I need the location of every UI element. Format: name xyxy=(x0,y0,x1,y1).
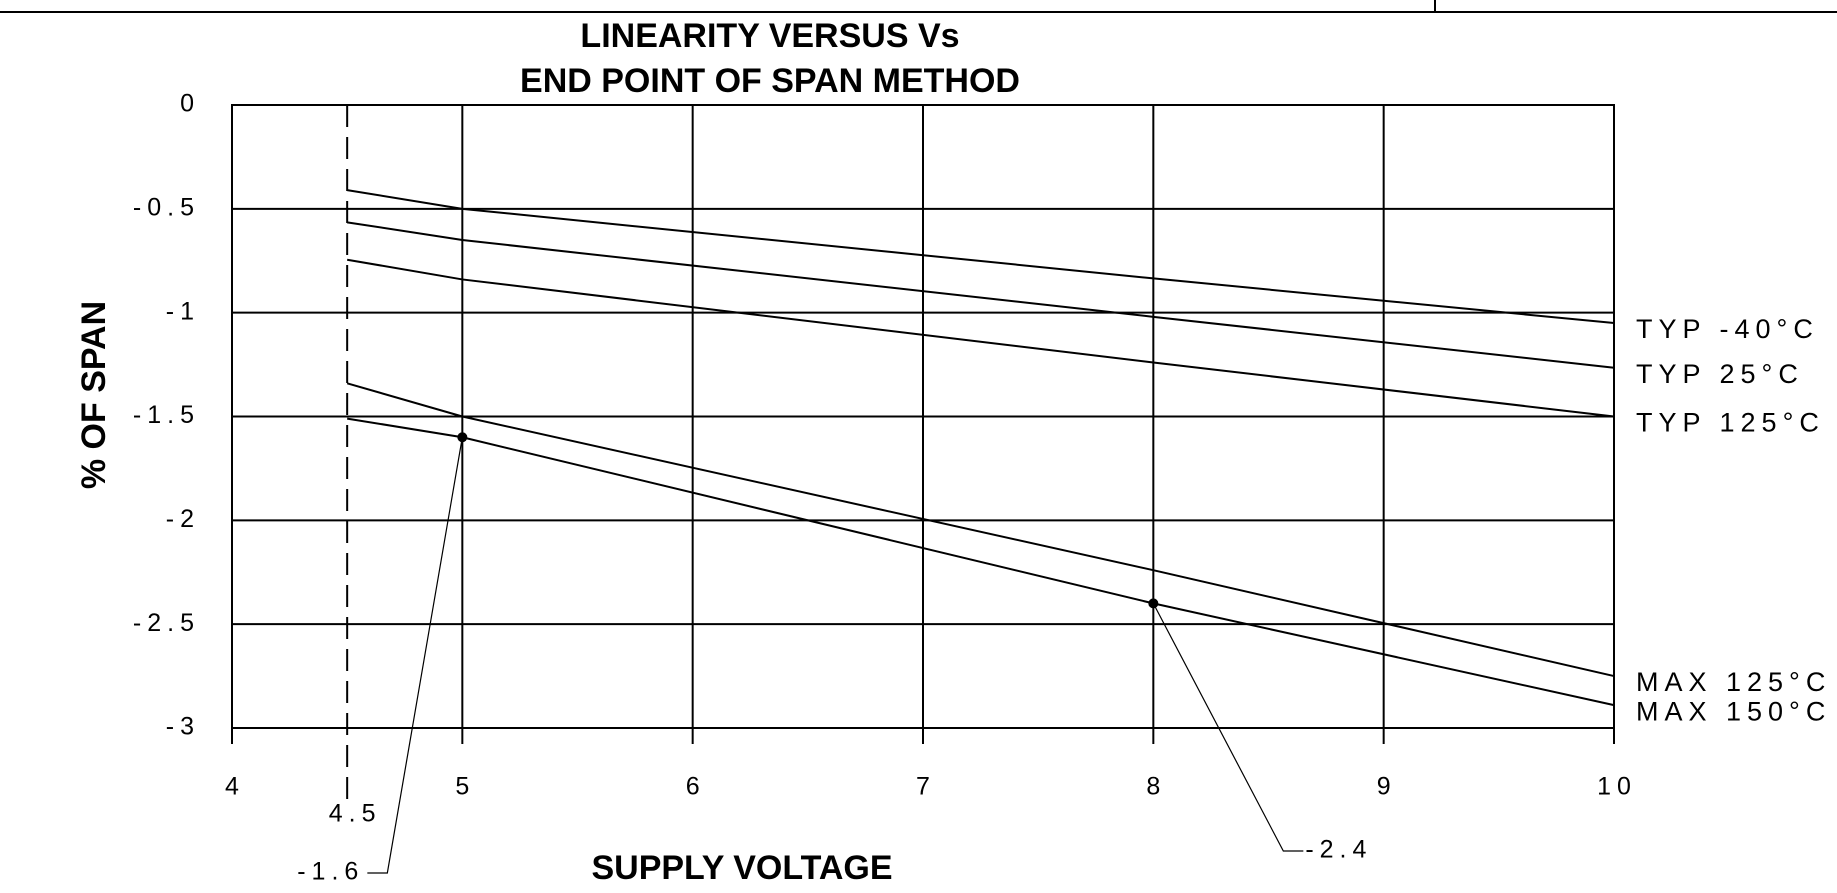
series-label: TYP 25°C xyxy=(1636,359,1804,389)
reference-label: 4.5 xyxy=(329,800,382,828)
x-tick-label: 4 xyxy=(225,773,245,801)
y-tick-label: -2.5 xyxy=(133,609,200,637)
x-tick-label: 7 xyxy=(916,773,936,801)
series-line xyxy=(347,221,1615,369)
x-tick-label: 8 xyxy=(1146,773,1166,801)
x-tick-label: 9 xyxy=(1377,773,1397,801)
y-tick-label: 0 xyxy=(180,90,200,118)
series-label: MAX 125°C xyxy=(1636,667,1831,697)
x-tick-label: 10 xyxy=(1597,773,1637,801)
y-tick-label: -1.5 xyxy=(133,401,200,429)
series-line xyxy=(347,417,1615,707)
chart-subtitle: END POINT OF SPAN METHOD xyxy=(520,62,1020,100)
series-line xyxy=(347,189,1615,325)
y-tick-label: -1 xyxy=(166,297,200,325)
x-tick-label: 5 xyxy=(455,773,475,801)
leader-line xyxy=(1152,603,1304,852)
series-line xyxy=(346,258,1615,418)
y-tick-label: -2 xyxy=(166,505,200,533)
series-label: TYP 125°C xyxy=(1636,408,1825,438)
series-label: TYP -40°C xyxy=(1636,314,1819,344)
series-label: MAX 150°C xyxy=(1636,696,1831,726)
annotation-label: -1.6 xyxy=(297,858,364,886)
series-line xyxy=(346,382,1615,678)
y-tick-label: -0.5 xyxy=(133,193,200,221)
x-axis-label: SUPPLY VOLTAGE xyxy=(591,849,892,887)
y-axis-label: % OF SPAN xyxy=(75,301,113,489)
leader-line xyxy=(367,437,463,874)
annotation-label: -2.4 xyxy=(1305,836,1372,864)
y-tick-label: -3 xyxy=(166,713,200,741)
chart-title: LINEARITY VERSUS Vs xyxy=(580,17,959,55)
x-tick-label: 6 xyxy=(686,773,706,801)
